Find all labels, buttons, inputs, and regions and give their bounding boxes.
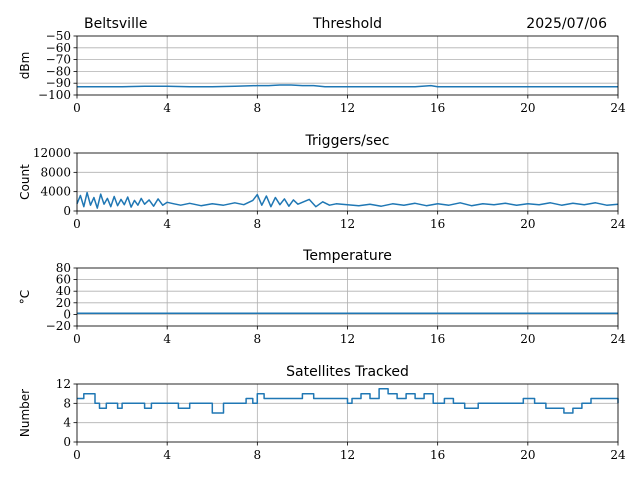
satellites-ytick-label-3: 12 [56, 377, 71, 391]
threshold-ylabel: dBm [18, 52, 32, 80]
triggers-ytick-label-0: 0 [63, 204, 71, 218]
threshold-series-line [77, 84, 618, 88]
satellites-title: Satellites Tracked [286, 364, 409, 380]
satellites-xtick-label-5: 20 [520, 448, 535, 462]
satellites-xtick-label-4: 16 [430, 448, 445, 462]
satellites-xtick-label-6: 24 [610, 448, 626, 462]
triggers-ylabel: Count [18, 164, 32, 200]
triggers-ytick-label-3: 12000 [33, 146, 71, 160]
threshold-xtick-label-3: 12 [340, 101, 355, 115]
satellites-ylabel: Number [18, 389, 32, 437]
triggers-xtick-label-6: 24 [610, 217, 626, 231]
threshold-title: Threshold [312, 16, 382, 32]
triggers-xtick-label-1: 4 [163, 217, 171, 231]
triggers-xtick-label-2: 8 [254, 217, 262, 231]
threshold-ytick-label-2: −80 [46, 64, 71, 78]
date-label: 2025/07/06 [526, 16, 607, 32]
temperature-xtick-label-1: 4 [163, 332, 171, 346]
triggers-ytick-label-2: 8000 [40, 165, 71, 179]
threshold-ytick-label-5: −50 [46, 29, 71, 43]
satellites-panel: 0 4 8 12 16 20 24 0 4 8 12 Satellites Tracked Number [18, 364, 626, 462]
threshold-xtick-label-2: 8 [254, 101, 262, 115]
threshold-ytick-label-1: −90 [46, 76, 71, 90]
satellites-xtick-label-1: 4 [163, 448, 171, 462]
threshold-xtick-label-1: 4 [163, 101, 171, 115]
chart-panels: 0 4 8 12 16 20 24 −100−90−80−70−60−50 Threshold d… [18, 16, 626, 462]
temperature-ytick-label-2: 20 [56, 296, 71, 310]
temperature-ytick-label-3: 40 [56, 284, 71, 298]
triggers-xtick-label-3: 12 [340, 217, 355, 231]
temperature-ytick-label-1: 0 [63, 307, 71, 321]
temperature-xtick-label-2: 8 [254, 332, 262, 346]
triggers-series-line [76, 191, 619, 209]
threshold-xtick-label-5: 20 [520, 101, 535, 115]
threshold-ytick-label-0: −100 [38, 88, 71, 102]
location-label: Beltsville [84, 16, 147, 32]
temperature-title: Temperature [302, 248, 392, 264]
temperature-ytick-label-0: −20 [46, 319, 71, 333]
threshold-xtick-label-0: 0 [73, 101, 81, 115]
temperature-ylabel: °C [18, 290, 32, 304]
temperature-xtick-label-6: 24 [610, 332, 626, 346]
satellites-ytick-label-1: 4 [63, 416, 71, 430]
temperature-xtick-label-4: 16 [430, 332, 445, 346]
satellites-xtick-label-3: 12 [340, 448, 355, 462]
triggers-xtick-label-4: 16 [430, 217, 445, 231]
satellites-series-line [77, 388, 619, 414]
satellites-ytick-label-0: 0 [63, 435, 71, 449]
threshold-panel: 0 4 8 12 16 20 24 −100−90−80−70−60−50 Threshold d… [18, 16, 626, 115]
threshold-xtick-label-6: 24 [610, 101, 626, 115]
satellites-xtick-label-2: 8 [254, 448, 262, 462]
temperature-xtick-label-3: 12 [340, 332, 355, 346]
triggers-title: Triggers/sec [305, 133, 390, 149]
triggers-xtick-label-0: 0 [73, 217, 81, 231]
satellites-ytick-label-2: 8 [63, 396, 71, 410]
temperature-ytick-label-4: 60 [56, 273, 71, 287]
temperature-xtick-label-5: 20 [520, 332, 535, 346]
satellites-xtick-label-0: 0 [73, 448, 81, 462]
triggers-panel: 0 4 8 12 16 20 24 0 4000 8000 12000 Triggers/sec Cou… [18, 133, 626, 231]
temperature-xtick-label-0: 0 [73, 332, 81, 346]
temperature-ytick-label-5: 80 [56, 261, 71, 275]
triggers-ytick-label-1: 4000 [40, 185, 71, 199]
threshold-xtick-label-4: 16 [430, 101, 445, 115]
triggers-xtick-label-5: 20 [520, 217, 535, 231]
threshold-ytick-label-3: −70 [46, 53, 71, 67]
threshold-ytick-label-4: −60 [46, 41, 71, 55]
